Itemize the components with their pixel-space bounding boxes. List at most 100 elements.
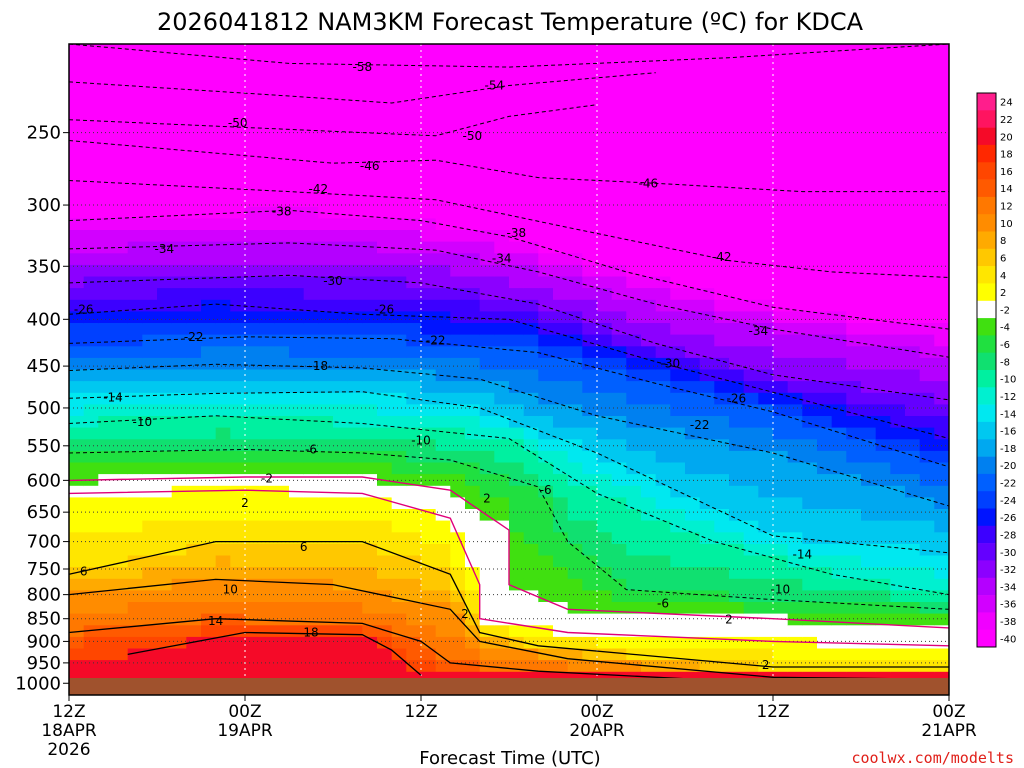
y-tick-label: 300 — [27, 195, 61, 216]
field-cell — [919, 357, 935, 371]
field-cell — [494, 148, 510, 161]
contour-label: -26 — [74, 302, 94, 316]
field-cell — [714, 148, 730, 161]
colorbar-label: -10 — [1000, 375, 1016, 386]
field-cell — [905, 323, 921, 336]
y-tick-label: 400 — [27, 309, 61, 330]
field-cell — [846, 602, 862, 615]
field-cell — [113, 218, 129, 231]
field-cell — [567, 230, 583, 243]
field-cell — [553, 392, 569, 405]
field-cell — [905, 264, 921, 278]
field-cell — [362, 357, 378, 371]
field-cell — [391, 195, 407, 208]
field-cell — [435, 613, 451, 626]
field-cell — [465, 462, 481, 475]
field-cell — [758, 636, 774, 650]
field-cell — [245, 299, 261, 312]
field-cell — [685, 462, 701, 475]
isotherm-line — [69, 104, 598, 137]
field-cell — [846, 148, 862, 161]
field-cell — [597, 171, 613, 185]
field-cell — [582, 590, 598, 603]
field-cell — [245, 241, 261, 254]
field-cell — [905, 369, 921, 382]
field-cell — [831, 311, 847, 324]
field-cell — [494, 602, 510, 615]
field-cell — [157, 241, 173, 254]
field-cell — [934, 78, 949, 92]
field-cell — [523, 264, 539, 278]
field-cell — [597, 497, 613, 510]
field-cell — [391, 636, 407, 650]
field-cell — [289, 288, 305, 301]
field-cell — [494, 160, 510, 173]
field-cell — [567, 218, 583, 231]
field-cell — [127, 195, 143, 208]
field-cell — [743, 230, 759, 243]
field-cell — [289, 160, 305, 173]
field-cell — [861, 346, 877, 359]
field-cell — [743, 183, 759, 196]
field-cell — [259, 648, 275, 661]
field-cell — [817, 590, 833, 603]
field-cell — [729, 160, 745, 173]
field-cell — [83, 160, 99, 173]
field-cell — [450, 543, 466, 557]
field-cell — [699, 602, 715, 615]
field-cell — [538, 404, 554, 417]
field-cell — [685, 578, 701, 591]
field-cell — [289, 590, 305, 603]
field-cell — [553, 450, 569, 464]
field-cell — [787, 125, 803, 138]
field-cell — [729, 195, 745, 208]
field-cell — [127, 148, 143, 161]
field-cell — [333, 602, 349, 615]
field-cell — [318, 102, 334, 115]
field-cell — [802, 404, 818, 417]
field-cell — [509, 90, 525, 103]
field-cell — [802, 183, 818, 196]
field-cell — [201, 567, 217, 580]
field-cell — [582, 311, 598, 324]
field-cell — [69, 78, 85, 92]
field-cell — [435, 520, 451, 533]
field-cell — [201, 543, 217, 557]
field-cell — [802, 369, 818, 382]
field-cell — [465, 590, 481, 603]
field-cell — [142, 590, 158, 603]
field-cell — [465, 381, 481, 394]
field-cell — [377, 148, 393, 161]
field-cell — [230, 171, 246, 185]
field-cell — [743, 578, 759, 591]
field-cell — [362, 44, 378, 57]
field-cell — [626, 555, 642, 568]
field-cell — [171, 288, 187, 301]
field-cell — [729, 171, 745, 185]
field-cell — [201, 241, 217, 254]
field-cell — [787, 578, 803, 591]
field-cell — [479, 567, 495, 580]
field-cell — [289, 567, 305, 580]
field-cell — [714, 288, 730, 301]
field-cell — [582, 416, 598, 429]
field-cell — [494, 311, 510, 324]
colorbar-swatch — [977, 300, 996, 319]
field-cell — [435, 404, 451, 417]
field-cell — [127, 276, 143, 289]
field-cell — [685, 369, 701, 382]
field-cell — [406, 578, 422, 591]
field-cell — [421, 206, 437, 219]
field-cell — [919, 206, 935, 219]
field-cell — [391, 520, 407, 533]
field-cell — [611, 113, 627, 126]
field-cell — [699, 567, 715, 580]
field-cell — [186, 171, 202, 185]
field-cell — [831, 299, 847, 312]
field-cell — [98, 311, 114, 324]
field-cell — [729, 532, 745, 545]
field-cell — [186, 253, 202, 266]
field-cell — [303, 90, 319, 103]
field-cell — [890, 555, 906, 568]
field-cell — [538, 590, 554, 603]
